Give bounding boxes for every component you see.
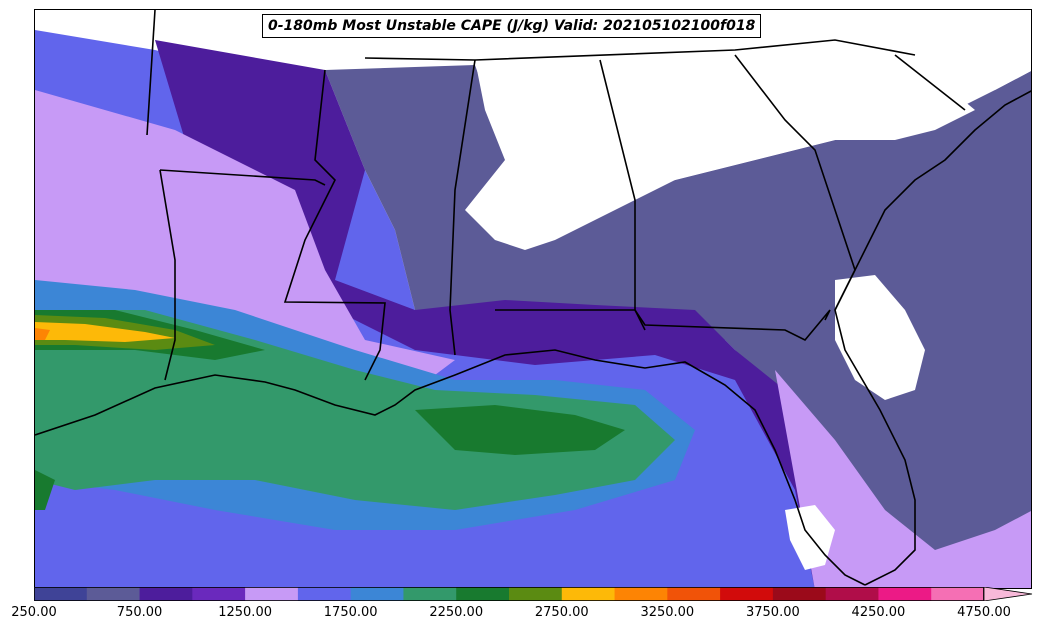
map-title: 0-180mb Most Unstable CAPE (J/kg) Valid:… xyxy=(262,14,762,38)
colorbar-segment xyxy=(614,587,668,601)
mississippi-alabama-border xyxy=(449,59,476,356)
tennessee-north-border xyxy=(364,39,916,61)
map-panel xyxy=(34,9,1032,589)
north-carolina-border xyxy=(894,54,966,111)
no-cape-south-carolina-coast xyxy=(835,275,925,400)
colorbar-segment xyxy=(931,587,985,601)
colorbar-tick-label: 750.00 xyxy=(116,605,163,620)
colorbar-segment xyxy=(86,587,141,601)
georgia-florida-border xyxy=(495,309,831,341)
boundary-lines xyxy=(35,10,1031,586)
colorbar xyxy=(34,587,1033,601)
colorbar-segment xyxy=(34,587,88,601)
colorbar-segment xyxy=(297,587,352,601)
colorbar-segment xyxy=(825,587,879,601)
colorbar-tick-label: 1250.00 xyxy=(218,605,272,620)
colorbar-tick-label: 3750.00 xyxy=(745,605,800,620)
no-cape-alabama-georgia xyxy=(465,50,975,250)
colorbar-segment xyxy=(456,587,510,601)
cape-band-3250 xyxy=(35,328,50,340)
colorbar-tick-label: 2250.00 xyxy=(429,605,484,620)
colorbar-tick-label: 2750.00 xyxy=(534,605,589,620)
colorbar-extend-arrow xyxy=(983,587,1033,601)
colorbar-segment xyxy=(509,587,563,601)
colorbar-segment xyxy=(192,587,246,601)
gulf-coastline xyxy=(35,349,866,586)
colorbar-segment xyxy=(667,587,721,601)
arkansas-louisiana-border xyxy=(159,169,326,186)
oklahoma-arkansas-border xyxy=(146,10,156,136)
alabama-georgia-border xyxy=(599,59,646,331)
colorbar-segment xyxy=(350,587,404,601)
colorbar-segment xyxy=(403,587,457,601)
colorbar-tick-label: 4250.00 xyxy=(851,605,906,620)
louisiana-mississippi-border xyxy=(283,69,386,381)
cape-field-map xyxy=(35,10,1031,588)
georgia-south-carolina-border xyxy=(734,54,856,311)
colorbar-outline xyxy=(34,587,984,601)
colorbar-segment xyxy=(561,587,616,601)
colorbar-tick-label: 4750.00 xyxy=(957,605,1011,620)
cape-band-1250-east xyxy=(775,370,1031,588)
cape-band-750 xyxy=(155,40,885,588)
colorbar-segment xyxy=(139,587,193,601)
colorbar-segment xyxy=(245,587,299,601)
colorbar-segment xyxy=(772,587,827,601)
texas-louisiana-border xyxy=(159,169,176,381)
colorbar-tick-label: 1750.00 xyxy=(323,605,378,620)
colorbar-tick-label: 3250.00 xyxy=(640,605,695,620)
colorbar-tick-label: 250.00 xyxy=(11,605,57,620)
colorbar-segment xyxy=(878,587,932,601)
colorbar-segment xyxy=(720,587,774,601)
cape-band-3000 xyxy=(35,322,175,342)
